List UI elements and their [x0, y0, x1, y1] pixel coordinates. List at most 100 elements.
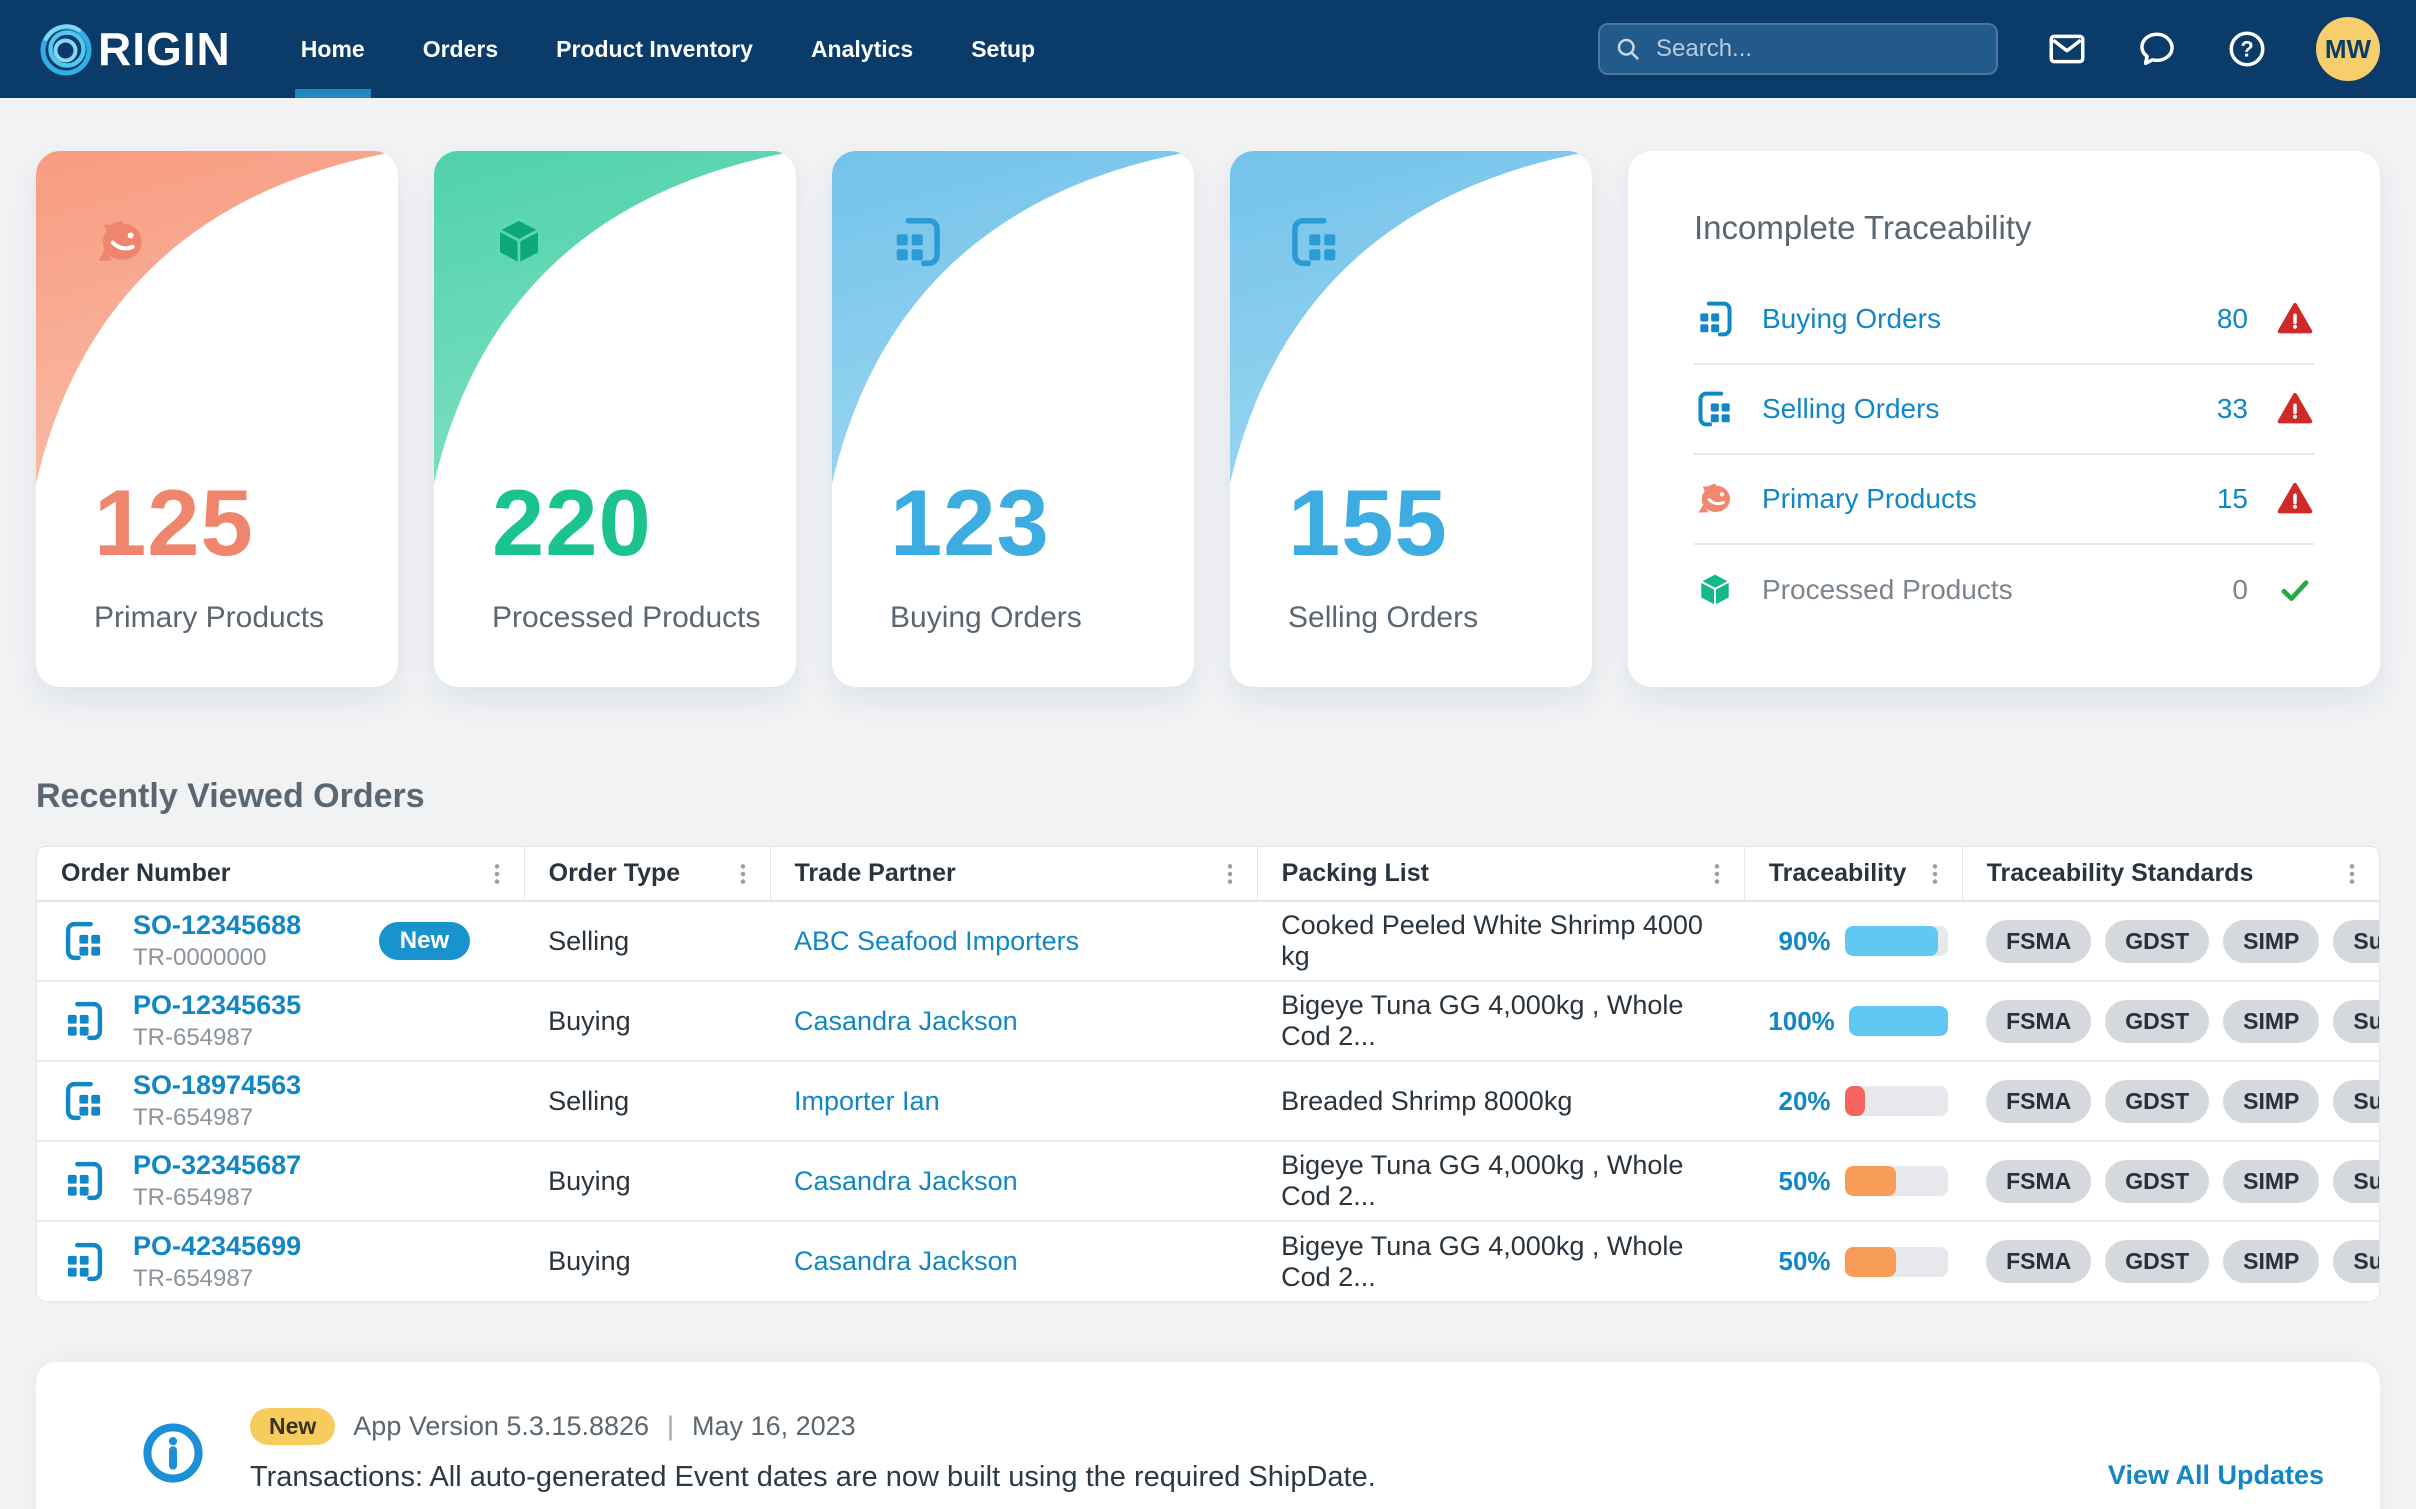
trade-partner-link[interactable]: Casandra Jackson — [794, 1165, 1018, 1196]
traceability-bar — [1844, 1246, 1949, 1277]
nav-item-analytics[interactable]: Analytics — [811, 0, 913, 98]
column-menu-icon[interactable] — [1922, 861, 1948, 887]
standard-pill: Sust — [2333, 1240, 2379, 1283]
column-menu-icon[interactable] — [1217, 861, 1243, 887]
standards-pills: FSMA GDST SIMP Sust — [1986, 999, 2379, 1043]
trade-partner-link[interactable]: Casandra Jackson — [794, 1005, 1018, 1036]
order-row: SO-12345688 TR-0000000 New Selling ABC Se… — [37, 901, 2379, 982]
order-number-link[interactable]: SO-18974563 — [133, 1070, 302, 1100]
new-badge: New — [250, 1408, 336, 1445]
nav-right: ? MW — [1598, 17, 2380, 81]
standard-pill: Sust — [2333, 919, 2379, 963]
stat-value: 125 — [94, 470, 254, 575]
update-date: May 16, 2023 — [692, 1411, 856, 1441]
packing-list: Breaded Shrimp 8000kg — [1257, 1061, 1745, 1142]
order-tr-number: TR-654987 — [133, 1024, 254, 1051]
buying-orders-link[interactable]: Buying Orders — [1762, 303, 1941, 334]
traceability-row-primary-products: Primary Products 15 — [1694, 455, 2314, 545]
standard-pill: SIMP — [2223, 999, 2320, 1043]
column-menu-icon[interactable] — [2339, 861, 2365, 887]
nav-item-home[interactable]: Home — [294, 0, 371, 98]
avatar[interactable]: MW — [2316, 17, 2380, 81]
packing-list: Bigeye Tuna GG 4,000kg , Whole Cod 2... — [1257, 1141, 1745, 1222]
standard-pill: Sust — [2333, 1159, 2379, 1203]
app-version-text: App Version 5.3.15.8826 — [353, 1411, 650, 1441]
box-icon — [497, 217, 541, 266]
column-menu-icon[interactable] — [730, 861, 756, 887]
order-type: Selling — [524, 901, 771, 982]
traceability-percent: 50% — [1778, 1246, 1831, 1276]
order-row: SO-18974563 TR-654987 Selling Importer Ia… — [37, 1061, 2379, 1142]
standard-pill: SIMP — [2223, 919, 2320, 963]
primary-products-count: 15 — [2216, 483, 2248, 514]
app-logo[interactable]: RIGIN — [36, 19, 231, 79]
selling-orders-count: 33 — [2216, 393, 2248, 424]
order-number-link[interactable]: SO-12345688 — [133, 910, 302, 940]
order-row: PO-42345699 TR-654987 Buying Casandra Jac… — [37, 1221, 2379, 1301]
incomplete-traceability-panel: Incomplete Traceability Buying Orders 80 — [1628, 151, 2380, 687]
column-menu-icon[interactable] — [1704, 861, 1730, 887]
stat-label: Selling Orders — [1288, 601, 1479, 634]
traceability-bar — [1844, 1166, 1949, 1196]
selling-order-icon — [65, 921, 101, 961]
trade-partner-link[interactable]: Importer Ian — [794, 1085, 940, 1116]
standard-pill: GDST — [2105, 999, 2210, 1043]
help-icon[interactable]: ? — [2226, 28, 2268, 70]
traceability-percent: 50% — [1778, 1165, 1831, 1196]
order-tr-number: TR-654987 — [133, 1184, 254, 1211]
packing-list: Bigeye Tuna GG 4,000kg , Whole Cod 2... — [1257, 981, 1745, 1062]
trade-partner-link[interactable]: Casandra Jackson — [794, 1246, 1018, 1276]
standard-pill: FSMA — [1986, 1159, 2092, 1203]
standards-pills: FSMA GDST SIMP Sust — [1986, 919, 2379, 963]
update-text-block: New App Version 5.3.15.8826 | May 16, 20… — [250, 1404, 1376, 1494]
stat-value: 123 — [890, 470, 1050, 575]
stat-card-buying-orders[interactable]: 123 Buying Orders — [832, 151, 1194, 687]
order-tr-number: TR-654987 — [133, 1264, 254, 1292]
standard-pill: SIMP — [2223, 1159, 2320, 1203]
fish-icon — [98, 221, 142, 261]
processed-products-label: Processed Products — [1762, 574, 2013, 605]
selling-order-icon — [1698, 391, 1730, 427]
order-number-link[interactable]: PO-42345699 — [133, 1230, 302, 1261]
nav-item-label: Home — [300, 35, 365, 62]
column-menu-icon[interactable] — [484, 861, 510, 887]
card-curve — [1230, 151, 1592, 687]
nav-item-setup[interactable]: Setup — [971, 0, 1035, 98]
nav-item-product-inventory[interactable]: Product Inventory — [556, 0, 753, 98]
standard-pill: FSMA — [1986, 999, 2092, 1043]
order-tr-number: TR-0000000 — [133, 944, 267, 971]
warning-icon — [2277, 393, 2313, 424]
origin-logo-icon — [40, 24, 92, 76]
fish-icon — [1698, 483, 1731, 513]
stat-card-selling-orders[interactable]: 155 Selling Orders — [1230, 151, 1592, 687]
buying-order-icon — [67, 1001, 103, 1041]
nav-item-orders[interactable]: Orders — [423, 0, 498, 98]
stat-card-primary-products[interactable]: 125 Primary Products — [36, 151, 398, 687]
traceability-bar — [1844, 1086, 1949, 1116]
search-input[interactable] — [1598, 23, 1998, 75]
selling-orders-link[interactable]: Selling Orders — [1762, 393, 1940, 424]
selling-order-icon — [1292, 217, 1336, 267]
search-box — [1598, 23, 1998, 75]
order-number-link[interactable]: PO-32345687 — [133, 1150, 302, 1180]
stat-label: Buying Orders — [890, 601, 1082, 634]
order-number-link[interactable]: PO-12345635 — [133, 990, 302, 1020]
stat-card-processed-products[interactable]: 220 Processed Products — [434, 151, 796, 687]
col-trade-partner: Trade Partner — [794, 859, 956, 887]
chat-icon[interactable] — [2136, 28, 2178, 70]
new-badge: New — [378, 922, 471, 960]
info-icon — [143, 1423, 203, 1483]
main-nav: Home Orders Product Inventory Analytics … — [294, 0, 1035, 98]
svg-text:?: ? — [2240, 37, 2253, 62]
stat-value: 220 — [492, 470, 652, 575]
standard-pill: GDST — [2105, 1240, 2210, 1283]
trade-partner-link[interactable]: ABC Seafood Importers — [794, 925, 1080, 956]
view-all-updates-link[interactable]: View All Updates — [2107, 1460, 2324, 1490]
standard-pill: FSMA — [1986, 919, 2092, 963]
check-icon — [2281, 580, 2309, 601]
mail-icon[interactable] — [2046, 28, 2088, 70]
active-underline — [294, 89, 371, 98]
col-traceability: Traceability — [1768, 859, 1907, 887]
primary-products-link[interactable]: Primary Products — [1762, 483, 1977, 514]
stats-row: 125 Primary Products 220 Processed Produ… — [36, 151, 2380, 687]
